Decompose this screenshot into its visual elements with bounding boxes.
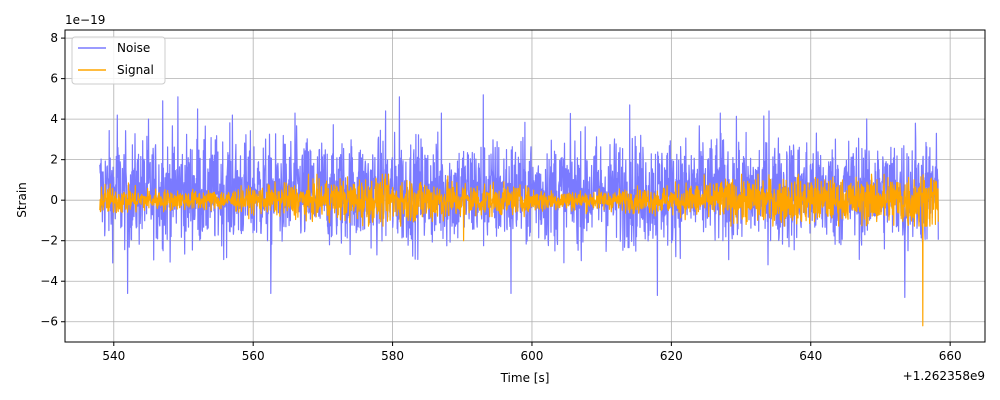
x-tick-label: 600 xyxy=(521,349,544,363)
y-tick-label: 6 xyxy=(50,72,58,86)
legend-signal-label: Signal xyxy=(117,63,154,77)
y-ticks: −6 −4 −2 0 2 4 6 8 xyxy=(40,31,65,329)
x-offset-text: +1.262358e9 xyxy=(903,369,985,383)
legend-noise-label: Noise xyxy=(117,41,150,55)
series-line-signal xyxy=(99,173,939,327)
series-layer xyxy=(99,94,939,327)
x-tick-label: 580 xyxy=(381,349,404,363)
x-axis-label: Time [s] xyxy=(500,371,550,385)
x-tick-label: 560 xyxy=(242,349,265,363)
y-tick-label: −2 xyxy=(40,234,58,248)
y-tick-label: 4 xyxy=(50,112,58,126)
y-tick-label: 2 xyxy=(50,153,58,167)
y-axis-label: Strain xyxy=(15,182,29,218)
plot-frame xyxy=(64,29,986,343)
x-tick-label: 620 xyxy=(660,349,683,363)
y-tick-label: −6 xyxy=(40,315,58,329)
legend: Noise Signal xyxy=(71,36,166,85)
y-tick-label: −4 xyxy=(40,274,58,288)
x-ticks: 540 560 580 600 620 640 660 xyxy=(102,342,962,363)
y-scale-text: 1e−19 xyxy=(65,13,105,27)
x-tick-label: 660 xyxy=(939,349,962,363)
x-tick-label: 540 xyxy=(102,349,125,363)
y-tick-label: 0 xyxy=(50,193,58,207)
x-tick-label: 640 xyxy=(799,349,822,363)
y-tick-label: 8 xyxy=(50,31,58,45)
